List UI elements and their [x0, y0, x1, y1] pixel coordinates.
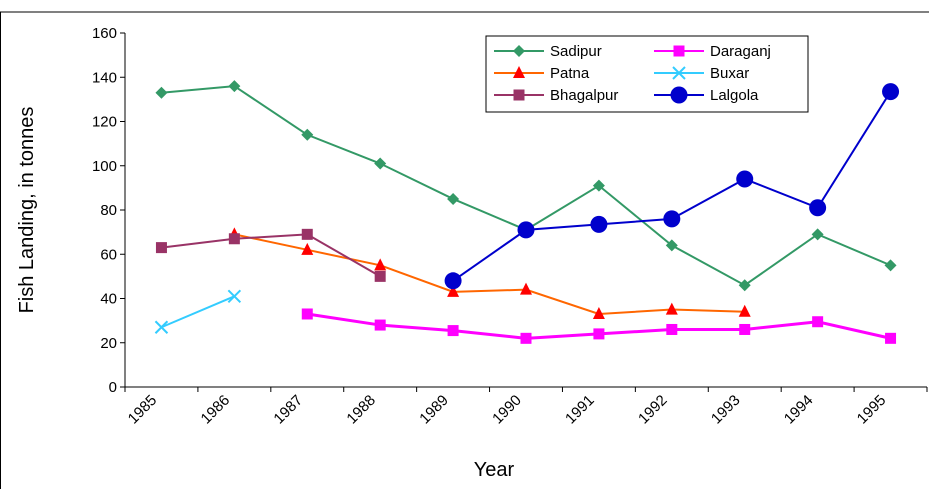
- marker: [513, 89, 525, 101]
- y-tick-label: 80: [100, 202, 117, 219]
- marker: [447, 192, 460, 205]
- marker: [301, 242, 314, 255]
- legend-label: Sadipur: [550, 43, 602, 60]
- x-tick-label: 1987: [270, 392, 306, 428]
- marker: [672, 66, 686, 80]
- y-tick-label: 60: [100, 246, 117, 263]
- marker: [228, 233, 240, 245]
- marker: [155, 242, 167, 254]
- x-axis-label: Year: [474, 459, 515, 481]
- marker: [665, 239, 678, 252]
- series-line: [452, 91, 892, 282]
- marker: [592, 306, 605, 319]
- marker: [513, 45, 525, 57]
- series-line: [161, 85, 891, 287]
- marker: [882, 83, 900, 101]
- y-tick-label: 160: [92, 25, 117, 42]
- marker: [811, 228, 824, 241]
- marker: [444, 272, 462, 290]
- legend-label: Buxar: [710, 65, 749, 82]
- x-tick-label: 1994: [781, 392, 817, 428]
- marker: [670, 86, 688, 104]
- legend-label: Bhagalpur: [550, 87, 618, 104]
- y-tick-label: 0: [109, 379, 117, 396]
- marker: [447, 325, 459, 337]
- marker: [673, 45, 685, 57]
- x-tick-label: 1993: [708, 392, 744, 428]
- marker: [809, 199, 827, 217]
- y-tick-label: 140: [92, 69, 117, 86]
- x-tick-label: 1986: [198, 392, 234, 428]
- marker: [590, 215, 608, 233]
- y-tick-label: 40: [100, 291, 117, 308]
- marker: [520, 332, 532, 344]
- marker: [885, 332, 897, 344]
- y-tick-label: 120: [92, 114, 117, 131]
- legend-label: Daraganj: [710, 43, 771, 60]
- marker: [520, 282, 532, 295]
- marker: [738, 304, 751, 317]
- x-tick-label: 1989: [416, 392, 452, 428]
- marker: [738, 279, 751, 292]
- x-tick-label: 1990: [489, 392, 525, 428]
- y-tick-label: 20: [100, 335, 117, 352]
- marker: [884, 259, 897, 272]
- marker: [592, 179, 605, 192]
- marker: [666, 323, 678, 335]
- marker: [665, 302, 678, 315]
- legend-label: Lalgola: [710, 87, 759, 104]
- series-line: [161, 295, 235, 329]
- series-line: [161, 233, 381, 278]
- x-tick-label: 1988: [343, 392, 379, 428]
- marker: [301, 128, 314, 141]
- x-tick-label: 1992: [635, 392, 671, 428]
- x-tick-label: 1995: [854, 392, 890, 428]
- marker: [663, 210, 681, 228]
- marker: [154, 320, 169, 334]
- marker: [155, 86, 168, 99]
- x-tick-label: 1985: [125, 392, 161, 428]
- marker: [513, 66, 525, 78]
- marker: [228, 80, 241, 93]
- marker: [374, 270, 386, 282]
- marker: [447, 284, 460, 297]
- marker: [812, 316, 824, 328]
- y-tick-label: 100: [92, 158, 117, 175]
- marker: [739, 323, 751, 335]
- marker: [301, 308, 313, 320]
- marker: [301, 228, 313, 240]
- marker: [593, 328, 605, 340]
- marker: [227, 289, 242, 303]
- x-tick-label: 1991: [562, 392, 598, 428]
- series-line: [234, 233, 745, 315]
- marker: [374, 157, 387, 170]
- legend-label: Patna: [550, 65, 590, 82]
- y-axis-label: Fish Landing, in tonnes: [16, 107, 38, 314]
- marker: [517, 221, 535, 239]
- marker: [736, 170, 754, 188]
- marker: [374, 258, 387, 271]
- marker: [374, 319, 386, 331]
